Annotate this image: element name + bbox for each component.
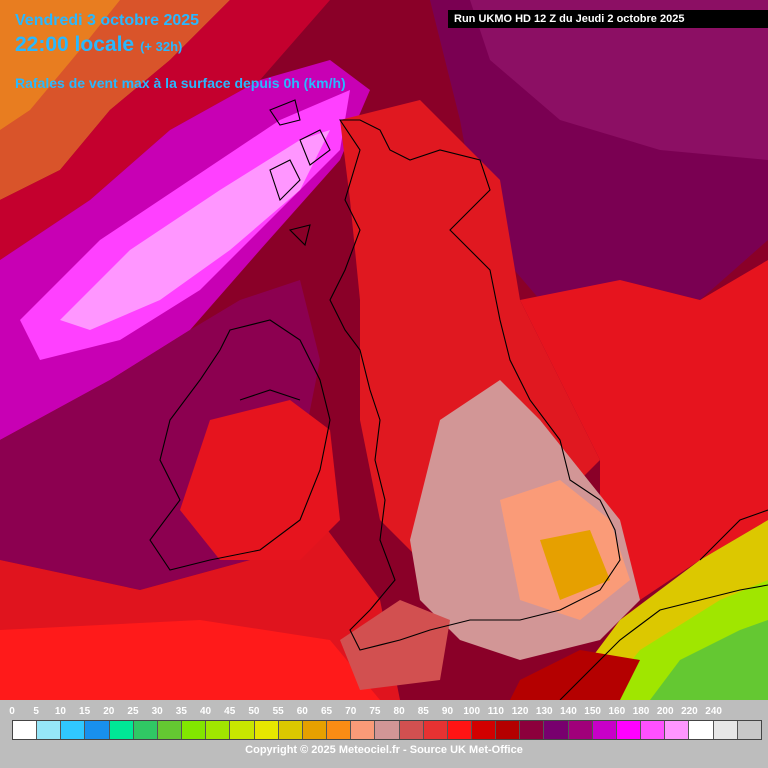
legend-tick-label: 60: [296, 706, 308, 717]
legend-tick-label: 220: [681, 706, 698, 717]
legend-swatch: [471, 721, 497, 739]
legend-swatch: [327, 721, 352, 739]
legend-swatch: [278, 721, 303, 739]
legend-swatch: [568, 721, 593, 739]
legend-swatch: [447, 721, 472, 739]
forecast-time: 22:00 locale (+ 32h): [15, 33, 182, 57]
legend-tick-label: 240: [705, 706, 722, 717]
legend-swatch: [592, 721, 617, 739]
copyright: Copyright © 2025 Meteociel.fr - Source U…: [245, 744, 523, 756]
legend-swatch: [713, 721, 738, 739]
legend-swatch: [109, 721, 134, 739]
legend-tick-label: 65: [320, 706, 333, 717]
legend-tick-label: 130: [535, 706, 553, 717]
legend-tick-label: 30: [151, 706, 163, 717]
legend-swatch: [13, 721, 38, 739]
legend-tick-label: 35: [175, 706, 187, 717]
forecast-lead: (+ 32h): [140, 39, 183, 54]
legend-tick-label: 5: [33, 706, 39, 717]
legend-swatch: [737, 721, 761, 739]
forecast-time-label: 22:00 locale: [15, 33, 135, 56]
legend-swatch: [520, 721, 545, 739]
legend-tick-label: 70: [345, 706, 357, 717]
legend-tick-label: 120: [511, 706, 529, 717]
legend-swatch: [133, 721, 158, 739]
legend-tick-label: 180: [632, 706, 650, 717]
legend-tick-label: 40: [199, 706, 212, 717]
legend-swatch: [206, 721, 231, 739]
legend-tick-label: 160: [608, 706, 626, 717]
legend-tick-label: 55: [272, 706, 284, 717]
legend-tick-label: 140: [560, 706, 577, 717]
parameter-title: Rafales de vent max à la surface depuis …: [15, 75, 346, 91]
run-banner: Run UKMO HD 12 Z du Jeudi 2 octobre 2025: [448, 10, 768, 28]
legend-swatch: [689, 721, 714, 739]
legend-tick-label: 200: [656, 706, 674, 717]
legend-tick-label: 85: [417, 706, 429, 717]
legend-swatch: [616, 721, 642, 739]
legend-swatch: [182, 721, 207, 739]
legend-swatch: [399, 721, 424, 739]
legend-swatch: [37, 721, 62, 739]
legend-ticks: 0 5 10 15 20 25 30 35 40 45 50 55 60 65 70 75 80 85 90 100 1…: [0, 706, 768, 718]
legend-tick-label: 90: [441, 706, 454, 717]
legend-swatch: [496, 721, 521, 739]
legend-swatch: [665, 721, 690, 739]
legend-swatch: [302, 721, 328, 739]
legend-swatch: [641, 721, 666, 739]
legend-tick-label: 100: [463, 706, 481, 717]
legend-swatch: [85, 721, 110, 739]
legend-tick-label: 110: [487, 706, 504, 717]
legend-tick-label: 150: [584, 706, 601, 717]
legend-tick-label: 80: [393, 706, 405, 717]
legend-tick-label: 15: [79, 706, 91, 717]
legend-swatch: [230, 721, 255, 739]
legend-color-scale: [12, 720, 762, 740]
legend-swatch: [423, 721, 448, 739]
legend-swatch: [544, 721, 569, 739]
legend-tick-label: 45: [224, 706, 236, 717]
legend-tick-label: 75: [369, 706, 381, 717]
legend-tick-label: 10: [54, 706, 66, 717]
legend-tick-label: 20: [103, 706, 115, 717]
legend-swatch: [157, 721, 183, 739]
legend-tick-label: 25: [127, 706, 139, 717]
legend-tick-label: 0: [9, 706, 15, 717]
legend-tick-label: 50: [248, 706, 260, 717]
legend-swatch: [254, 721, 279, 739]
legend-swatch: [61, 721, 86, 739]
legend-swatch: [351, 721, 376, 739]
forecast-date: Vendredi 3 octobre 2025: [15, 12, 200, 29]
legend-swatch: [375, 721, 400, 739]
